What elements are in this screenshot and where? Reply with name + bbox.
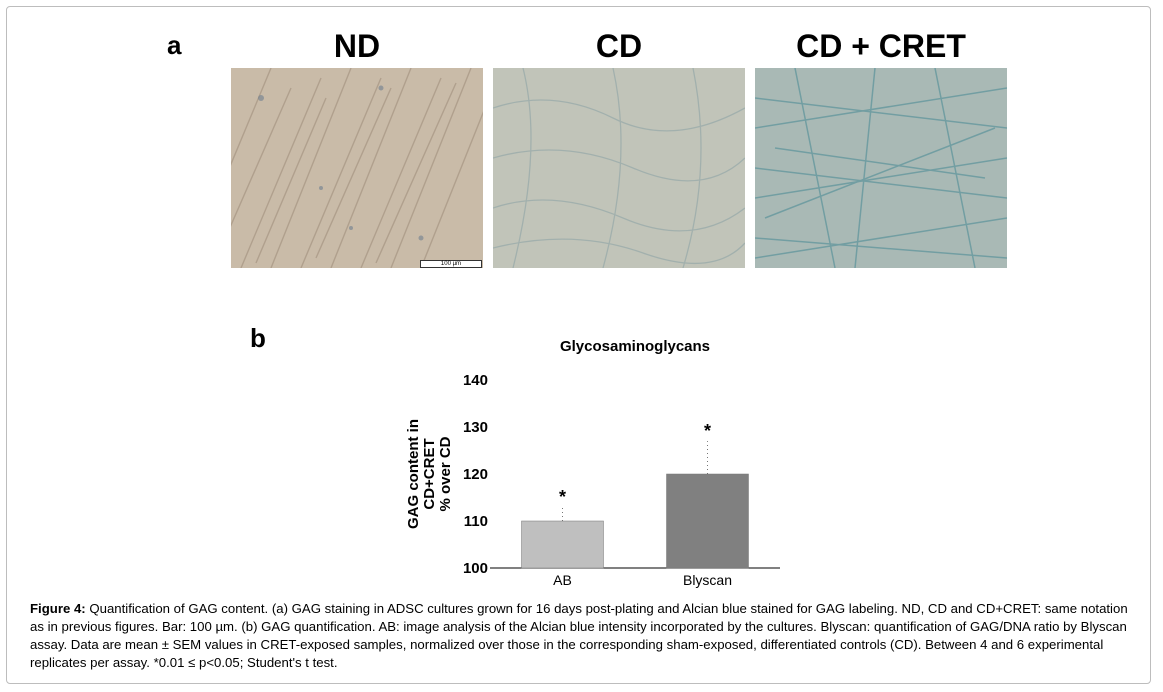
scale-bar: 100 µm (420, 260, 482, 268)
x-tick-label-ab: AB (553, 572, 572, 588)
figure-caption: Figure 4: Quantification of GAG content.… (30, 600, 1135, 672)
bar-chart: 100 110 120 130 140 GAG content in CD+CRET% ov… (405, 372, 780, 588)
panel-a-letter: a (167, 30, 182, 60)
y-axis-label-line-0: GAG content in (405, 419, 422, 529)
y-tick-label-4: 140 (463, 372, 488, 389)
significance-marker-ab: * (559, 487, 566, 507)
chart-title: Glycosaminoglycans (559, 338, 711, 355)
y-tick-label-2: 120 (463, 466, 488, 483)
y-tick-label-0: 100 (463, 560, 488, 577)
y-tick-label-3: 130 (463, 419, 488, 436)
micrograph-nd (231, 68, 483, 268)
image-title-cd-cret: CD + CRET (796, 28, 966, 64)
image-title-nd: ND (333, 28, 381, 64)
y-axis-label-line-1: CD+CRET (421, 438, 438, 509)
caption-label: Figure 4: (30, 601, 86, 616)
image-title-cd: CD (595, 28, 643, 64)
x-tick-label-blyscan: Blyscan (683, 572, 732, 588)
bar-blyscan (666, 473, 749, 569)
significance-marker-blyscan: * (704, 421, 711, 441)
y-tick-label-1: 110 (464, 513, 488, 530)
bar-ab (521, 520, 604, 569)
micrograph-cd (493, 68, 745, 268)
caption-text: Quantification of GAG content. (a) GAG s… (30, 601, 1128, 670)
micrograph-cd-cret (755, 68, 1007, 268)
y-axis-label-line-2: % over CD (437, 436, 454, 511)
panel-b-letter: b (250, 323, 266, 353)
